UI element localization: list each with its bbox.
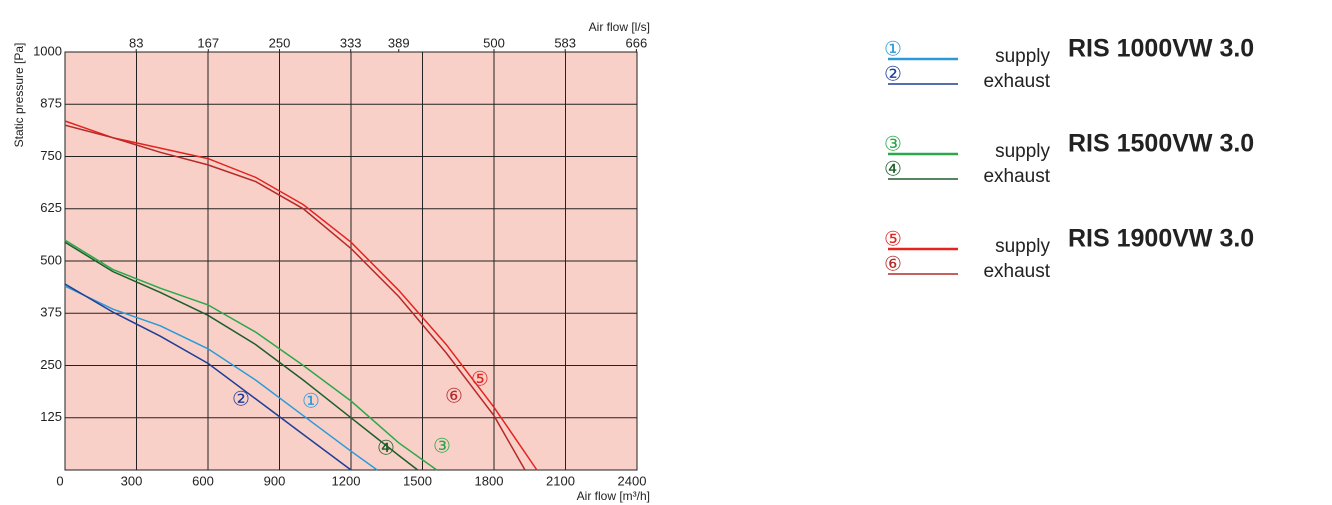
x-tick-label: 600	[192, 473, 214, 488]
x-tick-label: 2400	[618, 473, 647, 488]
legend-marker: ②	[884, 63, 902, 85]
legend-marker: ⑥	[884, 253, 902, 275]
y-tick-label: 625	[40, 200, 62, 215]
legend-text: supply	[995, 236, 1050, 257]
curve	[64, 239, 438, 471]
y-tick-label: 125	[40, 409, 62, 424]
y-tick-label: 1000	[33, 43, 62, 58]
legend-marker: ③	[884, 133, 902, 155]
curve-label: ⑥	[445, 385, 463, 407]
curve-label: ②	[232, 388, 250, 410]
legend-marker: ④	[884, 158, 902, 180]
curve-label: ③	[433, 435, 451, 457]
x-tick-label: 0	[56, 473, 63, 488]
x-tick-label: 1800	[475, 473, 504, 488]
x-tick-label: 1200	[332, 473, 361, 488]
x2-tick-label: 333	[340, 35, 362, 50]
y-tick-label: 750	[40, 148, 62, 163]
x2-tick-label: 500	[483, 35, 505, 50]
legend-text: supply	[995, 141, 1050, 162]
legend-title: RIS 1000VW 3.0	[1068, 35, 1254, 63]
y-tick-label: 500	[40, 252, 62, 267]
legend-marker: ①	[884, 38, 902, 60]
y-tick-label: 250	[40, 357, 62, 372]
legend-marker: ⑤	[884, 228, 902, 250]
y-axis-label: Static pressure [Pa]	[12, 43, 26, 148]
x2-tick-label: 389	[388, 35, 410, 50]
x-tick-label: 900	[264, 473, 286, 488]
legend-text: exhaust	[983, 261, 1050, 282]
x-tick-label: 1500	[403, 473, 432, 488]
curve-label: ①	[302, 390, 320, 412]
x2-tick-label: 167	[197, 35, 219, 50]
curve	[64, 120, 538, 471]
x2-axis-label: Air flow [l/s]	[589, 20, 650, 34]
legend-text: exhaust	[983, 71, 1050, 92]
x2-tick-label: 583	[554, 35, 576, 50]
legend-text: supply	[995, 46, 1050, 67]
curve	[64, 241, 419, 471]
x-tick-label: 300	[121, 473, 143, 488]
legend-title: RIS 1900VW 3.0	[1068, 225, 1254, 253]
x2-tick-label: 250	[269, 35, 291, 50]
x2-tick-label: 666	[626, 35, 648, 50]
y-tick-label: 875	[40, 96, 62, 111]
legend-text: exhaust	[983, 166, 1050, 187]
x-axis-label: Air flow [m³/h]	[577, 489, 650, 503]
x-tick-label: 2100	[546, 473, 575, 488]
curve	[64, 124, 526, 471]
curve-label: ④	[377, 437, 395, 459]
curve-label: ⑤	[471, 368, 489, 390]
y-tick-label: 375	[40, 305, 62, 320]
legend-title: RIS 1500VW 3.0	[1068, 130, 1254, 158]
curve	[64, 283, 352, 471]
x2-tick-label: 83	[129, 35, 143, 50]
curve	[64, 285, 378, 471]
